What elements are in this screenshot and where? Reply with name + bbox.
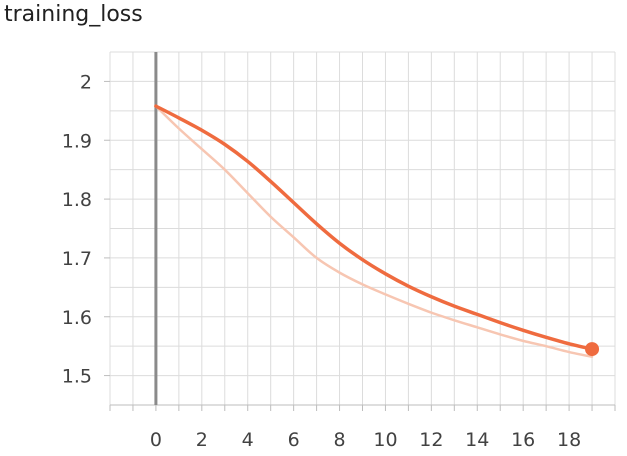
y-tick-label: 1.9 [62, 130, 92, 152]
series-layer [154, 104, 600, 359]
x-tick-label: 12 [419, 429, 443, 451]
x-tick-label: 18 [557, 429, 581, 451]
x-tick-labels: 0 2 4 6 8 10 12 14 16 18 [150, 429, 581, 451]
x-tick-label: 0 [150, 429, 162, 451]
series-line-raw [154, 104, 594, 359]
y-tick-labels: 1.5 1.6 1.7 1.8 1.9 2 [62, 71, 92, 387]
chart-title: training_loss [4, 2, 143, 27]
grid-lines [109, 51, 616, 406]
y-tick-label: 1.5 [62, 366, 92, 388]
y-tick-label: 2 [80, 71, 92, 93]
axes [104, 52, 616, 411]
x-tick-label: 16 [511, 429, 535, 451]
y-tick-label: 1.8 [62, 189, 92, 211]
x-tick-label: 2 [196, 429, 208, 451]
y-tick-label: 1.6 [62, 307, 92, 329]
x-tick-label: 10 [373, 429, 397, 451]
x-tick-label: 8 [333, 429, 345, 451]
y-tick-label: 1.7 [62, 248, 92, 270]
last-point-marker [585, 342, 600, 357]
x-tick-label: 4 [242, 429, 254, 451]
series-line-smoothed [154, 104, 594, 351]
x-tick-label: 6 [288, 429, 300, 451]
x-tick-label: 14 [465, 429, 489, 451]
